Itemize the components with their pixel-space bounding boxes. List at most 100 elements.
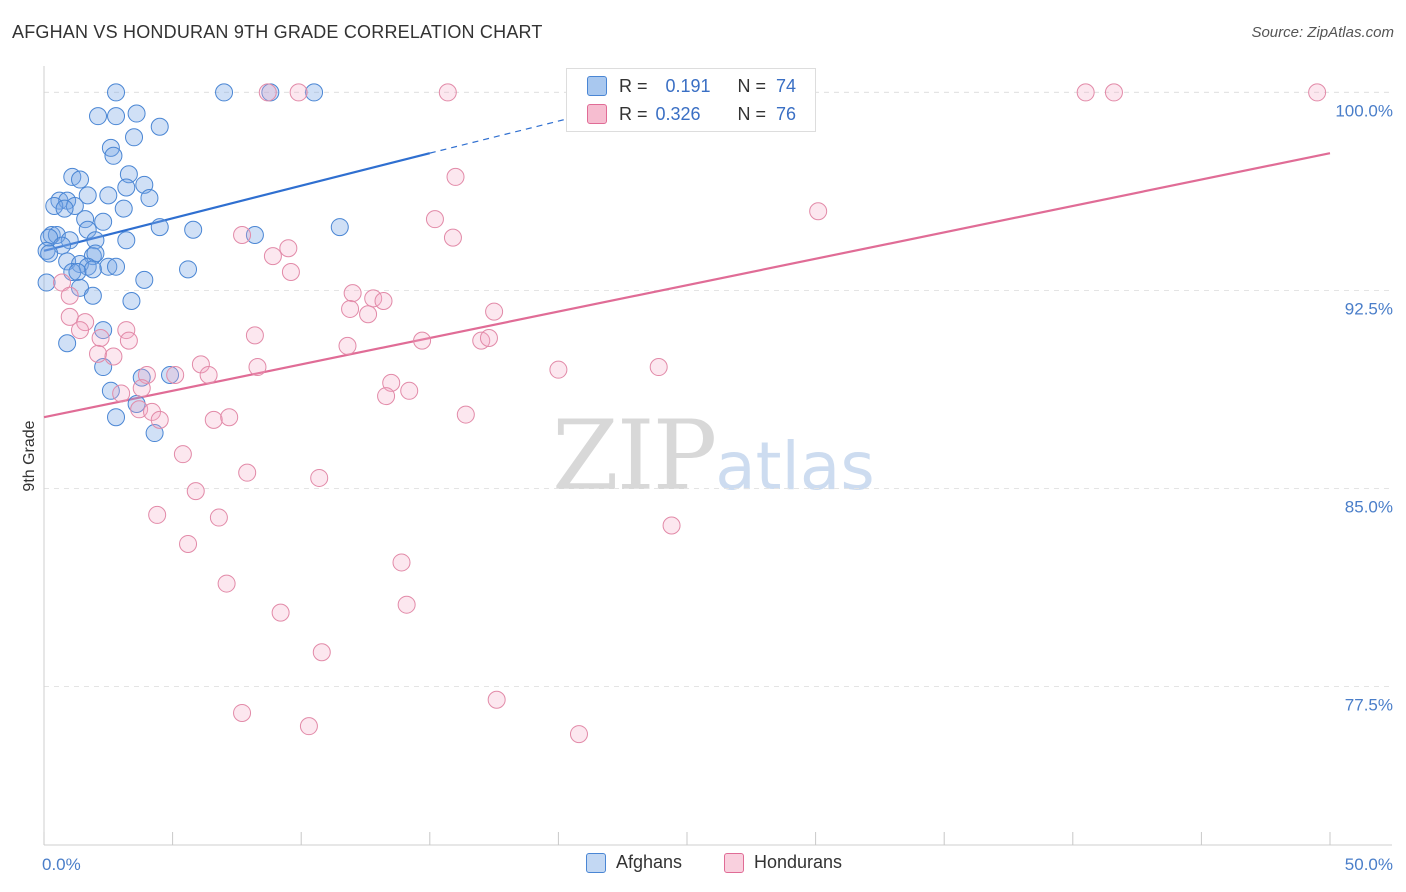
hondurans-point <box>310 468 329 487</box>
chart-title: AFGHAN VS HONDURAN 9TH GRADE CORRELATION… <box>12 22 543 42</box>
hondurans-point <box>245 326 264 345</box>
afghans-point <box>107 257 126 276</box>
hondurans-point <box>299 717 318 736</box>
watermark-atlas: atlas <box>715 428 875 505</box>
afghans-point <box>78 220 97 239</box>
source-label: Source: ZipAtlas.com <box>1251 24 1394 41</box>
hondurans-point <box>71 321 90 340</box>
hondurans-point <box>377 387 396 406</box>
y-tick-label: 92.5% <box>1345 299 1393 318</box>
hondurans-point <box>166 365 185 384</box>
afghans-point <box>58 334 77 353</box>
x-tick-label: 0.0% <box>42 855 81 874</box>
afghans-point <box>83 260 102 279</box>
afghans-legend-swatch <box>586 852 606 873</box>
afghans-point <box>37 241 56 260</box>
afghans-r-value: 0.191 <box>665 75 711 96</box>
afghans-point <box>117 231 136 250</box>
afghans-point <box>114 199 133 218</box>
afghans-point <box>117 178 136 197</box>
hondurans-point <box>443 228 462 247</box>
afghans-point <box>101 381 120 400</box>
afghans-point <box>132 368 151 387</box>
afghans-point <box>179 260 198 279</box>
hondurans-point <box>438 83 457 102</box>
hondurans-legend-swatch <box>724 852 744 873</box>
afghans-point <box>150 117 169 136</box>
y-axis-title: 9th Grade <box>21 420 38 491</box>
hondurans-point <box>112 384 131 403</box>
hondurans-point <box>413 331 432 350</box>
hondurans-point <box>60 286 79 305</box>
afghans-point <box>37 273 56 292</box>
watermark-zip: ZIP <box>552 400 717 512</box>
axis-labels: 77.5% 85.0% 92.5% 100.0% 0.0% 50.0% 9th Grade <box>21 101 1393 874</box>
hondurans-point <box>281 262 300 281</box>
hondurans-r-value: 0.326 <box>655 103 701 124</box>
afghans-point <box>99 257 118 276</box>
hondurans-point <box>485 302 504 321</box>
data-points <box>37 83 1327 744</box>
afghans-point <box>184 220 203 239</box>
afghans-point <box>135 270 154 289</box>
hondurans-point <box>199 365 218 384</box>
hondurans-point <box>271 603 290 622</box>
hondurans-point <box>1076 83 1095 102</box>
hondurans-point <box>53 273 72 292</box>
afghans-n-value: 74 <box>776 75 797 96</box>
legend-item-afghans: Afghans <box>586 852 682 873</box>
hondurans-point <box>338 336 357 355</box>
hondurans-point <box>312 643 331 662</box>
hondurans-point <box>119 331 138 350</box>
afghans-point <box>86 244 105 263</box>
afghans-point <box>119 165 138 184</box>
afghans-point <box>83 286 102 305</box>
hondurans-point <box>809 202 828 221</box>
hondurans-point <box>104 347 123 366</box>
hondurans-point <box>204 410 223 429</box>
afghans-point <box>94 212 113 231</box>
y-tick-label: 100.0% <box>1335 101 1393 120</box>
stats-legend: R = 0.191 N = 74 R = 0.326 N = 76 <box>566 68 816 132</box>
hondurans-point <box>341 299 360 318</box>
hondurans-point <box>89 344 108 363</box>
hondurans-point <box>238 463 257 482</box>
afghans-point <box>140 189 159 208</box>
hondurans-point <box>662 516 681 535</box>
hondurans-point <box>549 360 568 379</box>
afghans-point <box>161 365 180 384</box>
afghans-point <box>245 226 264 245</box>
y-tick-label: 77.5% <box>1345 696 1393 715</box>
hondurans-point <box>233 703 252 722</box>
afghans-point <box>40 228 59 247</box>
hondurans-point <box>1308 83 1327 102</box>
hondurans-point <box>569 725 588 744</box>
hondurans-point <box>425 210 444 229</box>
hondurans-point <box>179 534 198 553</box>
watermark: ZIPatlas <box>552 400 875 512</box>
legend-item-hondurans: Hondurans <box>724 852 842 873</box>
hondurans-point <box>220 408 239 427</box>
hondurans-point <box>374 292 393 311</box>
afghans-trend-line <box>43 152 431 252</box>
afghans-swatch <box>587 76 607 96</box>
afghans-point <box>76 210 95 229</box>
hondurans-point <box>143 402 162 421</box>
afghans-point <box>99 186 118 205</box>
hondurans-point <box>258 83 277 102</box>
hondurans-legend-label: Hondurans <box>754 852 843 872</box>
y-tick-label: 85.0% <box>1345 498 1393 517</box>
afghans-point <box>127 104 146 123</box>
hondurans-point <box>186 482 205 501</box>
hondurans-point <box>91 328 110 347</box>
hondurans-point <box>150 410 169 429</box>
afghans-point <box>107 107 126 126</box>
hondurans-point <box>279 239 298 258</box>
hondurans-point <box>233 226 252 245</box>
afghans-point <box>107 408 126 427</box>
hondurans-swatch <box>587 104 607 124</box>
axes <box>43 66 1392 846</box>
afghans-point <box>125 128 144 147</box>
hondurans-point <box>649 358 668 377</box>
